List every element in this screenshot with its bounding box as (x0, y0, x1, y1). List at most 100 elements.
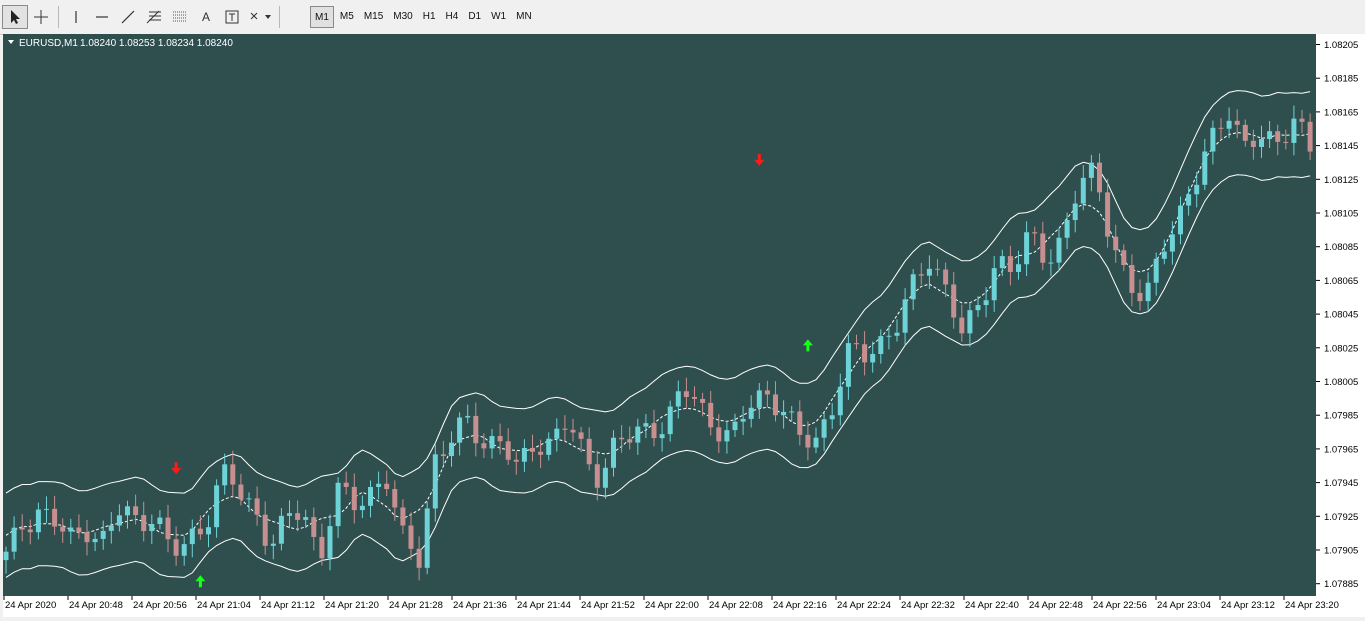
collapse-triangle-icon[interactable] (8, 40, 14, 44)
label-icon[interactable] (219, 5, 245, 29)
price-tick-label: 1.08065 (1324, 276, 1358, 287)
candle-body (238, 484, 244, 500)
candle-body (1032, 232, 1038, 234)
tf-w1-button[interactable]: W1 (491, 11, 507, 22)
candle-body (513, 459, 519, 462)
candle-body (35, 509, 41, 533)
vertical-line-icon[interactable] (63, 5, 89, 29)
time-tick-label: 24 Apr 21:28 (389, 600, 443, 611)
candle-body (1048, 262, 1054, 264)
time-tick-label: 24 Apr 20:48 (69, 600, 123, 611)
candle-body (52, 508, 58, 527)
candle-body (1113, 236, 1119, 251)
tf-h1-button[interactable]: H1 (422, 11, 436, 22)
candle-body (416, 548, 422, 568)
grid-icon[interactable] (167, 5, 193, 29)
arrows-icon[interactable] (245, 5, 275, 29)
text-icon[interactable]: A (193, 5, 219, 29)
trendline-icon[interactable] (115, 5, 141, 29)
candle-body (732, 421, 738, 431)
candle-body (84, 532, 90, 543)
candle-body (1007, 256, 1013, 272)
tf-m30-button[interactable]: M30 (393, 11, 413, 22)
time-tick-label: 24 Apr 22:48 (1029, 600, 1083, 611)
candle-body (424, 508, 430, 568)
candle-body (983, 300, 989, 306)
candle-body (1064, 220, 1070, 238)
candle-body (586, 438, 592, 465)
tf-m1-button[interactable]: M1 (310, 6, 334, 28)
candle-body (173, 539, 179, 556)
time-tick-label: 24 Apr 23:20 (1285, 600, 1339, 611)
candle-body (1250, 140, 1256, 147)
candle-body (1169, 234, 1175, 252)
tf-mn-button[interactable]: MN (516, 11, 532, 22)
timeframe-bar: M1 M5 M15 M30 H1 H4 D1 W1 MN (310, 6, 536, 28)
candle-body (570, 429, 576, 433)
candle-body (335, 482, 341, 527)
price-tick-label: 1.07905 (1324, 546, 1358, 557)
buy-arrow-icon (195, 575, 206, 588)
candle-body (740, 418, 746, 422)
candle-body (845, 343, 851, 387)
candle-body (278, 515, 284, 544)
candle-body (230, 464, 236, 485)
candle-body (1040, 233, 1046, 263)
tf-m5-button[interactable]: M5 (339, 11, 354, 22)
candle-body (1218, 127, 1224, 129)
divider (58, 6, 59, 28)
candle-body (181, 544, 187, 556)
candle-body (400, 507, 406, 526)
chart-canvas[interactable]: 1.08205 1.08185 1.08165 1.08145 1.08125 1.081… (3, 34, 1365, 617)
price-ticks: 1.08205 1.08185 1.08165 1.08145 1.08125 1.081… (1316, 40, 1358, 590)
time-tick-label: 24 Apr 23:12 (1221, 600, 1275, 611)
candle-body (384, 483, 390, 489)
candle-body (521, 447, 527, 462)
candle-body (813, 437, 819, 448)
candle-body (497, 436, 503, 442)
candle-body (457, 417, 463, 443)
tf-m15-button[interactable]: M15 (363, 11, 384, 22)
chart-header: EURUSD,M1 1.08240 1.08253 1.08234 1.0824… (8, 38, 233, 49)
plot-area (3, 34, 1316, 596)
candle-body (246, 498, 252, 500)
candle-body (368, 486, 373, 506)
candle-body (108, 525, 114, 531)
candle-body (635, 426, 641, 443)
time-tick-label: 24 Apr 2020 (5, 600, 56, 611)
price-tick-label: 1.07925 (1324, 512, 1358, 523)
price-chart[interactable]: 1.08205 1.08185 1.08165 1.08145 1.08125 1.081… (3, 34, 1365, 617)
candle-body (44, 508, 49, 510)
crosshair-icon[interactable] (28, 5, 54, 29)
candle-body (319, 536, 325, 559)
horizontal-line-icon[interactable] (89, 5, 115, 29)
toolbar: A M1 M5 M15 M30 H1 H4 D1 W1 MN (0, 0, 1365, 35)
candle-body (76, 527, 82, 533)
candle-body (1259, 139, 1264, 147)
candle-body (449, 442, 454, 457)
price-tick-label: 1.07945 (1324, 478, 1358, 489)
candle-body (408, 525, 414, 549)
tf-h4-button[interactable]: H4 (445, 11, 459, 22)
candle-body (1137, 292, 1143, 302)
candle-body (967, 310, 973, 334)
fibo-icon[interactable] (141, 5, 167, 29)
candle-body (716, 427, 722, 442)
candle-body (1024, 232, 1030, 265)
candle-body (578, 432, 584, 439)
candle-body (943, 269, 949, 285)
candle-body (116, 515, 122, 526)
candle-body (311, 517, 317, 537)
candle-body (789, 411, 795, 413)
candle-body (643, 423, 649, 427)
candle-body (854, 343, 859, 345)
candle-body (343, 482, 349, 487)
tf-d1-button[interactable]: D1 (468, 11, 482, 22)
candle-body (651, 423, 657, 439)
candle-body (262, 514, 268, 546)
cursor-icon[interactable] (2, 5, 28, 29)
candle-body (100, 530, 106, 539)
candle-body (708, 402, 714, 428)
candle-body (465, 415, 471, 418)
price-tick-label: 1.08205 (1324, 40, 1358, 51)
